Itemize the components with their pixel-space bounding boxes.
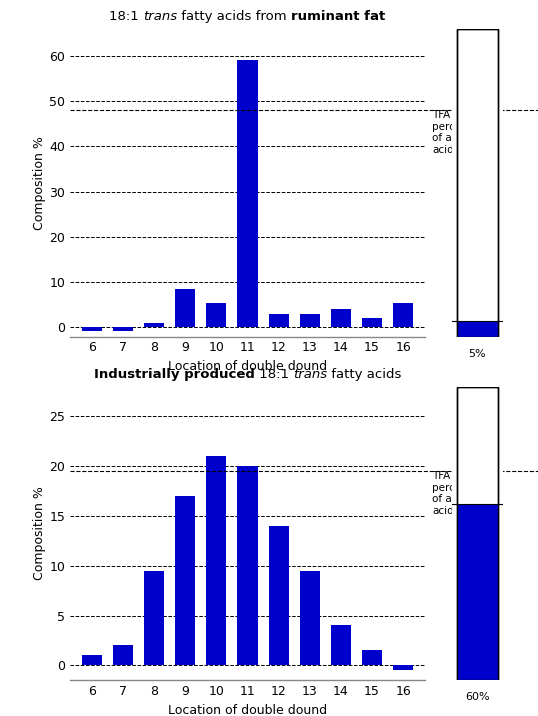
X-axis label: Location of double dound: Location of double dound <box>168 360 327 373</box>
Bar <box>268 314 289 327</box>
Text: TFA as
percentage
of all fatty
acids: TFA as percentage of all fatty acids <box>432 471 492 516</box>
Bar <box>331 309 351 327</box>
Bar <box>206 303 226 327</box>
Text: ruminant fat: ruminant fat <box>292 10 386 23</box>
Y-axis label: Composition %: Composition % <box>33 135 46 230</box>
Text: TFA as
percentage
of all fatty
acids: TFA as percentage of all fatty acids <box>432 110 492 155</box>
Text: trans: trans <box>143 10 178 23</box>
Bar <box>175 289 195 327</box>
Bar <box>300 571 320 665</box>
Bar <box>393 665 413 670</box>
Bar <box>113 327 133 331</box>
Text: 60%: 60% <box>465 692 490 702</box>
Bar <box>113 645 133 665</box>
Bar <box>300 314 320 327</box>
Bar <box>362 319 382 327</box>
Bar <box>393 303 413 327</box>
Text: 5%: 5% <box>469 349 486 359</box>
Bar <box>144 571 164 665</box>
Bar <box>268 526 289 665</box>
Bar <box>82 327 102 331</box>
Bar <box>144 323 164 327</box>
Bar <box>457 29 498 337</box>
Bar <box>457 321 498 337</box>
Bar <box>237 466 258 665</box>
Text: 18:1: 18:1 <box>254 368 293 381</box>
Bar <box>362 650 382 665</box>
Y-axis label: Composition %: Composition % <box>33 486 46 581</box>
Text: fatty acids from: fatty acids from <box>178 10 292 23</box>
Bar <box>237 60 258 327</box>
Bar <box>82 655 102 665</box>
Text: trans: trans <box>293 368 327 381</box>
Text: Industrially produced: Industrially produced <box>94 368 254 381</box>
Bar <box>175 496 195 665</box>
X-axis label: Location of double dound: Location of double dound <box>168 704 327 716</box>
Bar <box>457 387 498 680</box>
Bar <box>206 456 226 665</box>
Bar <box>331 626 351 665</box>
Text: 18:1: 18:1 <box>109 10 143 23</box>
Text: fatty acids: fatty acids <box>327 368 401 381</box>
Bar <box>457 504 498 680</box>
